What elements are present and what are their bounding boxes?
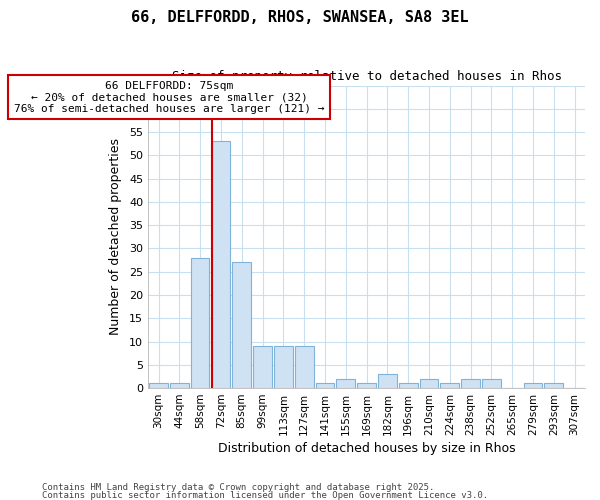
Bar (524, 384, 542, 388)
Bar (316, 384, 334, 388)
Bar (295, 346, 314, 388)
Bar (149, 384, 168, 388)
Bar (232, 262, 251, 388)
Text: 66 DELFFORDD: 75sqm
← 20% of detached houses are smaller (32)
76% of semi-detach: 66 DELFFORDD: 75sqm ← 20% of detached ho… (14, 80, 324, 114)
Text: 66, DELFFORDD, RHOS, SWANSEA, SA8 3EL: 66, DELFFORDD, RHOS, SWANSEA, SA8 3EL (131, 10, 469, 25)
Bar (253, 346, 272, 388)
Bar (440, 384, 459, 388)
Bar (170, 384, 188, 388)
Bar (399, 384, 418, 388)
Bar (482, 379, 501, 388)
Bar (419, 379, 439, 388)
Bar (337, 379, 355, 388)
X-axis label: Distribution of detached houses by size in Rhos: Distribution of detached houses by size … (218, 442, 515, 455)
Bar (191, 258, 209, 388)
Y-axis label: Number of detached properties: Number of detached properties (109, 138, 122, 336)
Bar (274, 346, 293, 388)
Title: Size of property relative to detached houses in Rhos: Size of property relative to detached ho… (172, 70, 562, 83)
Bar (212, 142, 230, 388)
Text: Contains public sector information licensed under the Open Government Licence v3: Contains public sector information licen… (42, 490, 488, 500)
Bar (544, 384, 563, 388)
Bar (461, 379, 480, 388)
Text: Contains HM Land Registry data © Crown copyright and database right 2025.: Contains HM Land Registry data © Crown c… (42, 484, 434, 492)
Bar (357, 384, 376, 388)
Bar (378, 374, 397, 388)
